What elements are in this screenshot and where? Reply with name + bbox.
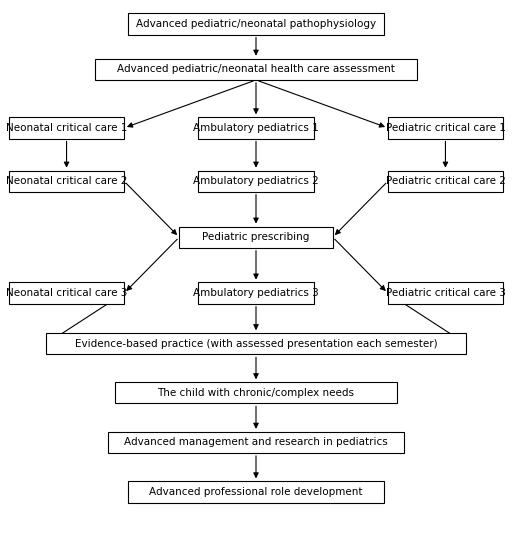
FancyBboxPatch shape	[179, 227, 333, 248]
FancyBboxPatch shape	[388, 171, 503, 192]
Text: Evidence-based practice (with assessed presentation each semester): Evidence-based practice (with assessed p…	[75, 339, 437, 349]
Text: Pediatric prescribing: Pediatric prescribing	[202, 232, 310, 242]
Text: Ambulatory pediatrics 2: Ambulatory pediatrics 2	[193, 176, 319, 186]
FancyBboxPatch shape	[108, 432, 404, 453]
Text: Advanced professional role development: Advanced professional role development	[150, 487, 362, 497]
Text: Pediatric critical care 3: Pediatric critical care 3	[386, 288, 505, 298]
FancyBboxPatch shape	[95, 59, 417, 80]
FancyBboxPatch shape	[115, 382, 397, 403]
Text: Advanced pediatric/neonatal pathophysiology: Advanced pediatric/neonatal pathophysiol…	[136, 19, 376, 29]
Text: Ambulatory pediatrics 1: Ambulatory pediatrics 1	[193, 123, 319, 133]
FancyBboxPatch shape	[199, 282, 313, 304]
Text: Neonatal critical care 1: Neonatal critical care 1	[6, 123, 127, 133]
Text: Neonatal critical care 2: Neonatal critical care 2	[6, 176, 127, 186]
FancyBboxPatch shape	[128, 13, 384, 35]
FancyBboxPatch shape	[9, 282, 124, 304]
FancyBboxPatch shape	[128, 481, 384, 503]
FancyBboxPatch shape	[388, 282, 503, 304]
Text: Neonatal critical care 3: Neonatal critical care 3	[6, 288, 127, 298]
FancyBboxPatch shape	[199, 171, 313, 192]
Text: Pediatric critical care 2: Pediatric critical care 2	[386, 176, 505, 186]
FancyBboxPatch shape	[199, 117, 313, 139]
Text: Advanced pediatric/neonatal health care assessment: Advanced pediatric/neonatal health care …	[117, 64, 395, 74]
FancyBboxPatch shape	[9, 117, 124, 139]
FancyBboxPatch shape	[388, 117, 503, 139]
Text: Pediatric critical care 1: Pediatric critical care 1	[386, 123, 505, 133]
FancyBboxPatch shape	[46, 333, 466, 354]
Text: Advanced management and research in pediatrics: Advanced management and research in pedi…	[124, 438, 388, 447]
FancyBboxPatch shape	[9, 171, 124, 192]
Text: Ambulatory pediatrics 3: Ambulatory pediatrics 3	[193, 288, 319, 298]
Text: The child with chronic/complex needs: The child with chronic/complex needs	[158, 388, 354, 398]
